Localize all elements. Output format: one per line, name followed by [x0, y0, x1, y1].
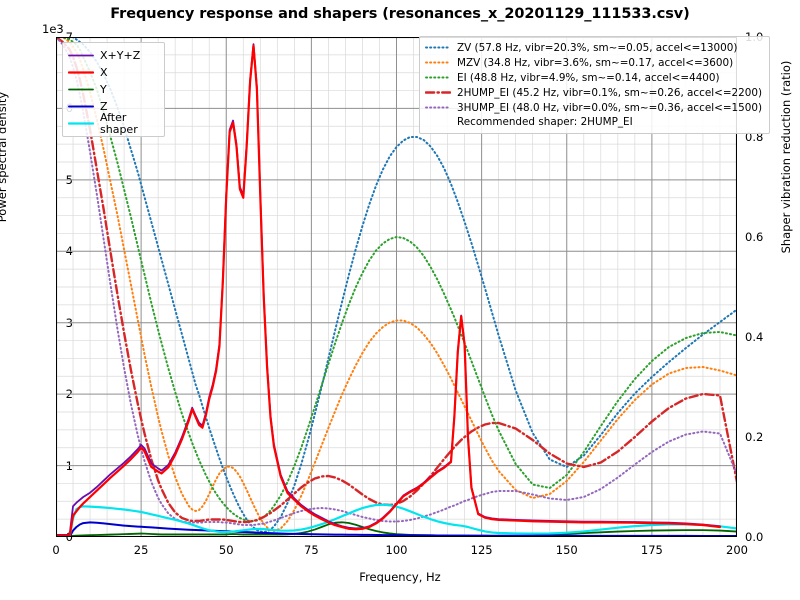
y-axis-exponent-label: 1e3 — [42, 22, 64, 36]
y-axis-label-left: Power spectral density — [0, 91, 9, 223]
y-tick-label-right: 0.6 — [745, 230, 764, 244]
major-gridlines — [56, 37, 737, 537]
x-tick-label: 25 — [133, 543, 149, 557]
x-tick-label: 50 — [218, 543, 234, 557]
legend-label: 2HUMP_EI (45.2 Hz, vibr=0.1%, sm~=0.26, … — [457, 86, 763, 99]
series-mzv — [56, 37, 737, 532]
series-2hump-ei — [56, 37, 737, 524]
legend-label: ZV (57.8 Hz, vibr=20.3%, sm~=0.05, accel… — [457, 41, 738, 54]
y-tick-label-right: 0.0 — [745, 530, 764, 544]
y-tick-label-left: 0 — [65, 530, 73, 544]
legend-signals: X+Y+Z X Y Z After shaper — [62, 42, 165, 137]
legend-color-swatch-after — [68, 118, 94, 129]
y-axis-label-right: Shaper vibration reduction (ratio) — [779, 60, 793, 254]
legend-color-swatch-x — [68, 67, 94, 78]
legend-label: EI (48.8 Hz, vibr=4.9%, sm~=0.14, accel<… — [457, 71, 720, 84]
legend-label: After shaper — [100, 111, 138, 136]
legend-label: X+Y+Z — [100, 49, 141, 62]
data-series-group — [56, 37, 737, 537]
legend-item-mzv[interactable]: MZV (34.8 Hz, vibr=3.6%, sm~=0.17, accel… — [425, 55, 762, 70]
legend-item-y[interactable]: Y — [68, 81, 158, 98]
legend-item-zv[interactable]: ZV (57.8 Hz, vibr=20.3%, sm~=0.05, accel… — [425, 40, 762, 55]
x-tick-label: 150 — [555, 543, 578, 557]
legend-color-swatch-mzv — [425, 57, 451, 68]
x-tick-label: 75 — [304, 543, 319, 557]
x-tick-label: 100 — [385, 543, 408, 557]
x-axis-label: Frequency, Hz — [359, 570, 441, 584]
legend-label: 3HUMP_EI (48.0 Hz, vibr=0.0%, sm~=0.36, … — [457, 101, 763, 114]
legend-item-after-shaper[interactable]: After shaper — [68, 111, 158, 136]
legend-label: Y — [100, 83, 107, 96]
legend-color-swatch-zv — [425, 42, 451, 53]
legend-color-swatch-2hump-ei — [425, 87, 451, 98]
axis-spines — [56, 37, 737, 537]
series-3hump-ei — [56, 37, 737, 526]
x-tick-label: 0 — [52, 543, 60, 557]
plot-area — [56, 37, 737, 537]
legend-color-swatch-y — [68, 84, 94, 95]
legend-item-z[interactable]: Z — [68, 98, 158, 115]
legend-label: MZV (34.8 Hz, vibr=3.6%, sm~=0.17, accel… — [457, 56, 734, 69]
series-x — [56, 44, 722, 537]
legend-color-swatch-x-y-z — [68, 50, 94, 61]
page-title: Frequency response and shapers (resonanc… — [110, 6, 690, 22]
legend-color-swatch-z — [68, 101, 94, 112]
legend-item-x-y-z[interactable]: X+Y+Z — [68, 47, 158, 64]
legend-color-swatch-ei — [425, 72, 451, 83]
x-tick-label: 200 — [726, 543, 748, 557]
legend-item-2hump-ei[interactable]: 2HUMP_EI (45.2 Hz, vibr=0.1%, sm~=0.26, … — [425, 85, 762, 100]
y-tick-label-right: 0.2 — [745, 430, 764, 444]
legend-item-3hump-ei[interactable]: 3HUMP_EI (48.0 Hz, vibr=0.0%, sm~=0.36, … — [425, 100, 762, 115]
legend-item-x[interactable]: X — [68, 64, 158, 81]
legend-label: X — [100, 66, 108, 79]
x-tick-label: 125 — [470, 543, 493, 557]
x-tick-label: 175 — [640, 543, 663, 557]
series-zv — [56, 37, 737, 533]
series-z — [56, 521, 737, 537]
recommended-shaper-note: Recommended shaper: 2HUMP_EI — [457, 116, 633, 128]
series-ei — [56, 37, 737, 522]
legend-shapers: ZV (57.8 Hz, vibr=20.3%, sm~=0.05, accel… — [419, 36, 771, 134]
legend-item-ei[interactable]: EI (48.8 Hz, vibr=4.9%, sm~=0.14, accel<… — [425, 70, 762, 85]
legend-label: Z — [100, 100, 108, 113]
series-after-shaper — [56, 503, 737, 537]
legend-color-swatch-3hump-ei — [425, 102, 451, 113]
y-tick-label-right: 0.4 — [745, 330, 764, 344]
